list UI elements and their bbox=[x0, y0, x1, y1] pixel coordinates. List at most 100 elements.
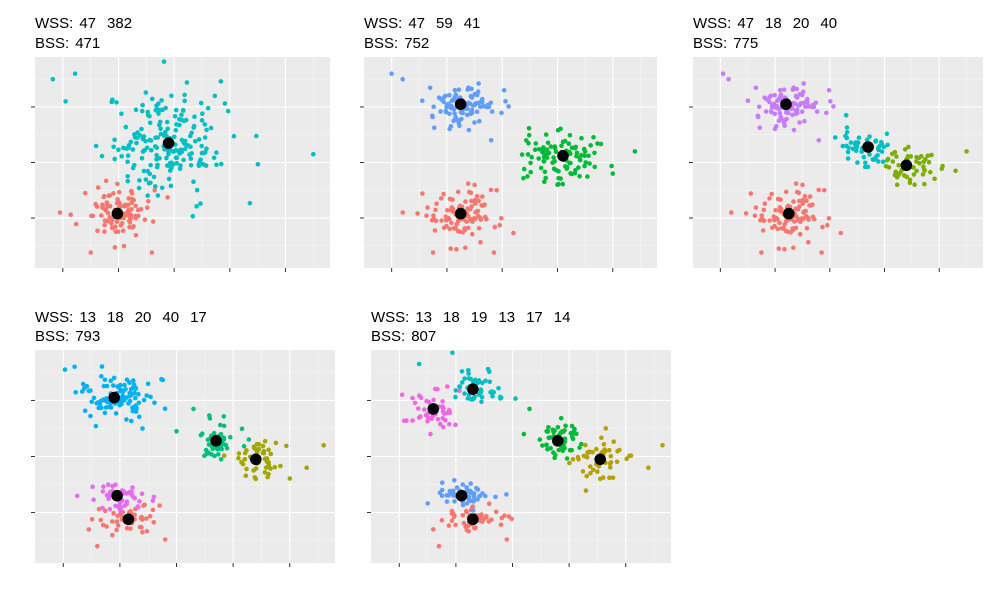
data-point bbox=[804, 198, 809, 203]
data-point bbox=[425, 419, 430, 424]
data-point bbox=[72, 364, 77, 370]
data-point bbox=[99, 153, 105, 159]
data-point bbox=[756, 104, 762, 110]
data-point bbox=[609, 163, 614, 169]
wss-value: 40 bbox=[162, 309, 179, 326]
data-point bbox=[806, 217, 811, 222]
data-point bbox=[771, 101, 777, 107]
data-point bbox=[144, 529, 150, 534]
data-point bbox=[564, 164, 570, 170]
data-point bbox=[511, 230, 516, 236]
data-point bbox=[468, 108, 474, 114]
data-point bbox=[180, 107, 186, 113]
data-point bbox=[567, 460, 572, 466]
data-point bbox=[205, 105, 211, 111]
data-point bbox=[591, 135, 596, 140]
wss-label: WSS: bbox=[693, 15, 731, 32]
data-point bbox=[624, 456, 629, 461]
data-point bbox=[867, 152, 872, 157]
data-point bbox=[86, 388, 92, 394]
data-point bbox=[556, 447, 561, 453]
data-point bbox=[773, 208, 778, 213]
data-point bbox=[908, 154, 914, 159]
bss-value: 793 bbox=[75, 328, 100, 345]
data-point bbox=[879, 149, 885, 154]
data-point bbox=[399, 392, 405, 398]
data-point bbox=[498, 522, 504, 528]
data-point bbox=[873, 154, 879, 160]
wss-value: 382 bbox=[107, 15, 132, 32]
data-point bbox=[781, 87, 787, 92]
data-point bbox=[769, 109, 774, 115]
data-point bbox=[801, 81, 806, 86]
wss-label: WSS: bbox=[35, 309, 73, 326]
data-point bbox=[465, 181, 471, 186]
data-point bbox=[214, 150, 219, 155]
data-point bbox=[95, 228, 100, 234]
data-point bbox=[144, 393, 149, 398]
data-point bbox=[89, 516, 95, 522]
wss-value: 47 bbox=[79, 15, 96, 32]
data-point bbox=[486, 519, 492, 524]
data-point bbox=[771, 214, 777, 219]
data-point bbox=[529, 154, 534, 160]
data-point bbox=[464, 527, 470, 533]
data-point bbox=[460, 502, 466, 508]
data-point bbox=[876, 145, 881, 151]
data-point bbox=[558, 126, 563, 132]
data-point bbox=[410, 418, 415, 423]
centroid-point bbox=[108, 391, 120, 404]
data-point bbox=[108, 378, 114, 383]
data-point bbox=[262, 470, 268, 475]
data-point bbox=[920, 172, 926, 177]
data-point bbox=[480, 491, 485, 496]
data-point bbox=[443, 417, 448, 423]
data-point bbox=[485, 102, 490, 108]
data-point bbox=[552, 144, 558, 149]
data-point bbox=[115, 229, 121, 234]
data-point bbox=[489, 109, 495, 114]
centroid-point bbox=[210, 435, 222, 447]
data-point bbox=[587, 464, 593, 469]
data-point bbox=[121, 243, 127, 249]
data-point bbox=[125, 178, 131, 184]
data-point bbox=[472, 182, 477, 188]
data-point bbox=[863, 160, 868, 166]
data-point bbox=[204, 146, 209, 151]
data-point bbox=[463, 199, 468, 204]
data-point bbox=[793, 93, 799, 99]
data-point bbox=[608, 453, 614, 459]
data-point bbox=[119, 154, 124, 159]
data-point bbox=[191, 406, 196, 412]
data-point bbox=[72, 71, 78, 76]
data-point bbox=[782, 247, 787, 252]
data-point bbox=[131, 378, 136, 383]
data-point bbox=[416, 361, 422, 367]
data-point bbox=[96, 405, 101, 411]
data-point bbox=[475, 497, 480, 502]
data-point bbox=[496, 386, 501, 391]
data-point bbox=[567, 133, 573, 138]
axis-ticks bbox=[360, 106, 614, 272]
data-point bbox=[158, 131, 164, 137]
data-point bbox=[433, 218, 439, 224]
data-point bbox=[490, 393, 495, 399]
data-point bbox=[566, 141, 572, 146]
data-point bbox=[588, 143, 593, 148]
data-point bbox=[447, 488, 453, 494]
data-point bbox=[111, 144, 116, 150]
data-point bbox=[896, 172, 901, 178]
data-point bbox=[467, 189, 472, 195]
wss-value: 47 bbox=[408, 15, 425, 32]
data-point bbox=[191, 123, 197, 129]
data-point bbox=[109, 99, 114, 105]
data-point bbox=[548, 435, 553, 440]
data-point bbox=[151, 174, 157, 180]
data-point bbox=[720, 71, 726, 76]
data-point bbox=[219, 161, 224, 167]
data-point bbox=[179, 149, 185, 155]
data-point bbox=[159, 185, 165, 191]
data-point bbox=[610, 475, 616, 480]
data-point bbox=[479, 399, 484, 405]
data-point bbox=[155, 107, 160, 112]
